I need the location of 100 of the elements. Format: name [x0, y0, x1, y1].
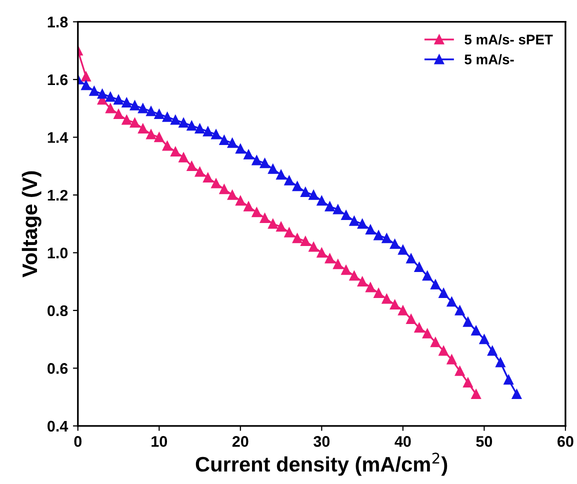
point [122, 98, 132, 108]
point [284, 228, 294, 238]
point [252, 155, 262, 166]
point [333, 259, 343, 270]
point [236, 196, 246, 206]
point [81, 80, 91, 90]
point [114, 109, 124, 120]
point [471, 326, 481, 336]
point [374, 230, 384, 240]
point [81, 72, 91, 82]
point [170, 146, 180, 157]
x-tick-label: 40 [394, 436, 411, 447]
point [130, 118, 140, 128]
point [300, 236, 310, 246]
y-tick-label: 0.8 [48, 305, 68, 316]
point [438, 346, 448, 356]
point [300, 187, 310, 197]
point [414, 322, 424, 333]
point [203, 126, 213, 136]
point [292, 181, 302, 192]
y-tick-label: 0.6 [48, 363, 68, 374]
point [479, 334, 490, 344]
point [398, 306, 408, 316]
point [406, 314, 416, 324]
point [414, 262, 424, 272]
point [390, 300, 400, 310]
point [382, 294, 392, 304]
point [349, 216, 360, 226]
point [454, 366, 465, 376]
x-tick-label: 0 [74, 436, 82, 447]
point [138, 104, 148, 114]
point [316, 248, 327, 258]
y-axis-title: Voltage (V) [22, 171, 42, 278]
point [430, 337, 440, 348]
point [366, 282, 376, 292]
point [292, 233, 302, 244]
point [268, 218, 278, 229]
point [178, 118, 188, 128]
point [333, 204, 343, 214]
x-tick-label: 20 [232, 436, 248, 447]
point [276, 170, 286, 180]
legend-label: 5 mA/s- sPET [464, 34, 553, 45]
point [194, 167, 205, 177]
point [186, 120, 197, 131]
point [504, 374, 514, 385]
point [308, 242, 318, 252]
point [244, 202, 254, 212]
point [154, 109, 164, 120]
point [284, 176, 294, 186]
point [422, 270, 432, 281]
point [219, 184, 230, 194]
point [471, 389, 481, 400]
point [138, 124, 148, 134]
point [390, 239, 400, 249]
point [244, 150, 254, 160]
point [341, 210, 351, 220]
point [382, 233, 392, 244]
point [366, 224, 376, 234]
point [106, 104, 116, 114]
point [186, 161, 197, 171]
point [162, 112, 172, 122]
point [194, 124, 205, 134]
point [89, 86, 100, 96]
x-axis-title: Current density (mA/cm$^{2}$) [196, 452, 448, 476]
y-tick-label: 1.2 [48, 190, 68, 201]
point [130, 100, 140, 110]
point [324, 254, 335, 264]
point [308, 190, 318, 200]
point [422, 328, 432, 338]
point [162, 141, 172, 151]
point [487, 346, 498, 356]
point [260, 158, 270, 168]
point [154, 132, 164, 142]
y-tick-label: 1.6 [48, 74, 68, 86]
point [236, 144, 246, 154]
y-tick-label: 1.8 [48, 16, 68, 28]
point [446, 296, 457, 307]
point [438, 288, 448, 298]
legend-label: 5 mA/s- [464, 54, 514, 65]
point [398, 244, 408, 255]
point [512, 389, 522, 400]
point [170, 115, 180, 125]
x-tick-label: 60 [558, 436, 574, 447]
point [324, 202, 335, 212]
point [252, 207, 262, 218]
point [203, 172, 213, 183]
point [357, 218, 368, 229]
x-tick-label: 50 [476, 436, 492, 447]
point [446, 354, 457, 364]
point [146, 130, 156, 140]
point [219, 135, 230, 145]
x-tick-label: 10 [152, 436, 168, 447]
y-tick-label: 0.4 [48, 420, 68, 432]
point [106, 92, 116, 102]
point [430, 280, 440, 290]
point [260, 213, 270, 223]
point [211, 130, 221, 140]
point [357, 276, 368, 286]
y-tick-label: 1.4 [48, 132, 68, 143]
x-tick-label: 30 [314, 436, 330, 447]
